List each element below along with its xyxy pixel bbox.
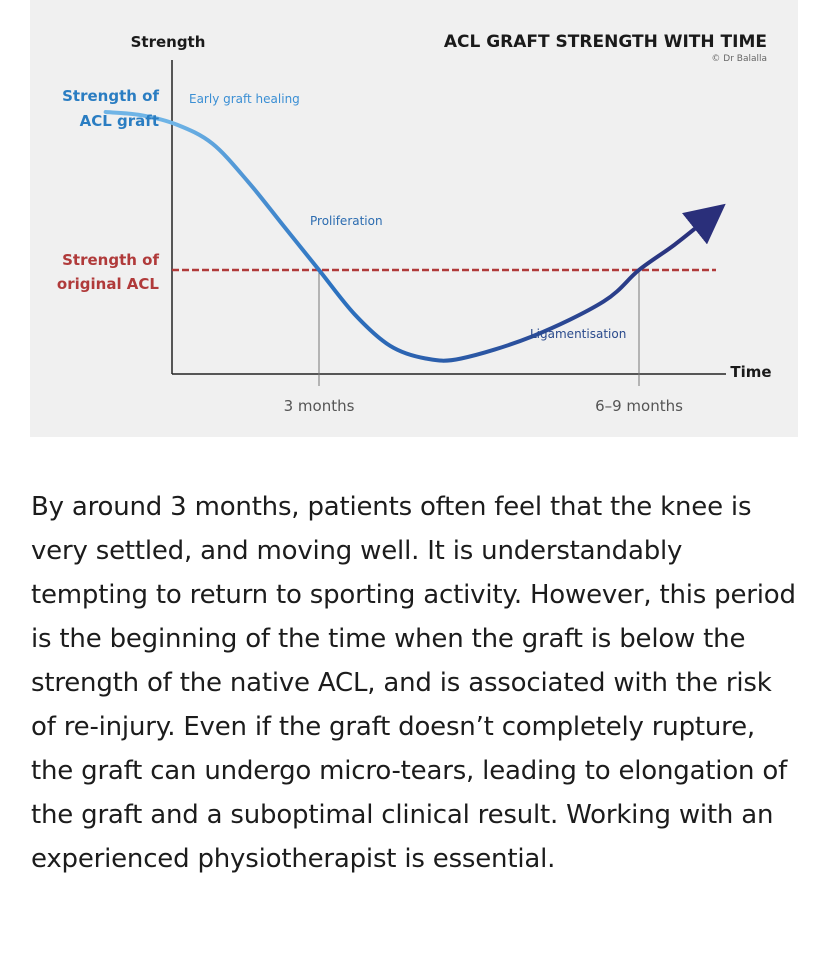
x-axis-label: Time <box>730 363 771 381</box>
body-paragraph: By around 3 months, patients often feel … <box>31 492 796 874</box>
phase-label-early-graft-healing: Early graft healing <box>189 92 300 106</box>
phase-label-proliferation: Proliferation <box>310 214 383 228</box>
chart-title: ACL GRAFT STRENGTH WITH TIME <box>444 32 767 52</box>
original-strength-label-line1: Strength of <box>62 251 159 269</box>
y-axis-label: Strength <box>131 33 206 51</box>
chart-credit: © Dr Balalla <box>711 54 767 64</box>
phase-label-ligamentisation: Ligamentisation <box>530 327 626 341</box>
x-tick-6-9-months: 6–9 months <box>595 397 683 415</box>
graft-strength-label-line2: ACL graft <box>80 112 159 130</box>
graft-strength-curve <box>103 110 726 363</box>
original-strength-label-line2: original ACL <box>57 275 160 293</box>
chart-panel <box>30 0 798 437</box>
x-tick-3-months: 3 months <box>284 397 355 415</box>
graft-strength-label-line1: Strength of <box>62 87 159 105</box>
acl-strength-chart: Strength Time ACL GRAFT STRENGTH WITH TI… <box>57 32 772 415</box>
